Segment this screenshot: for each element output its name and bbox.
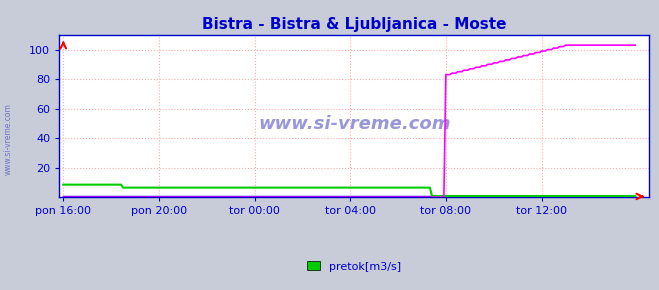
Title: Bistra - Bistra & Ljubljanica - Moste: Bistra - Bistra & Ljubljanica - Moste [202,17,507,32]
Legend: pretok[m3/s]: pretok[m3/s] [302,289,406,290]
Text: www.si-vreme.com: www.si-vreme.com [4,103,13,175]
Text: www.si-vreme.com: www.si-vreme.com [258,115,451,133]
